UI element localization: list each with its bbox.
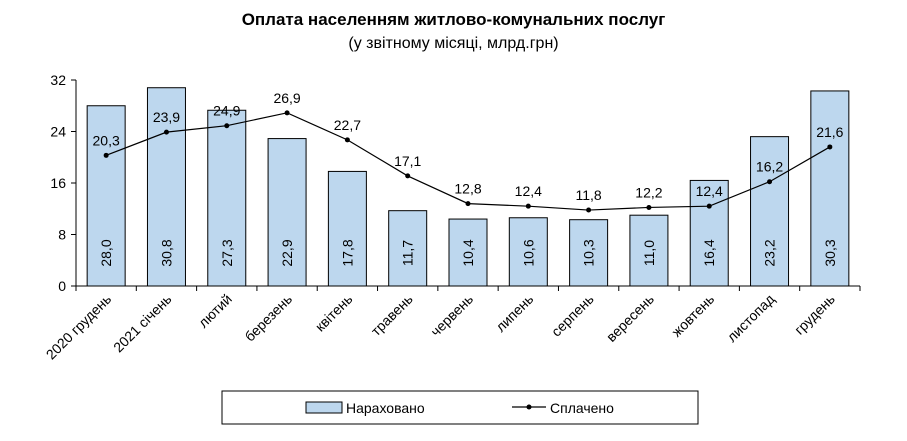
line-value-label: 12,2	[635, 184, 662, 200]
bar	[569, 219, 609, 287]
bar-value-label: 28,0	[98, 239, 114, 266]
line-point	[586, 207, 592, 213]
bar-value-label: 16,4	[701, 239, 717, 266]
y-tick-label: 24	[50, 124, 66, 140]
x-tick-label: грудень	[791, 291, 838, 338]
line-value-label: 22,7	[334, 117, 361, 133]
x-tick-label: 2021 січень	[110, 291, 175, 356]
legend-line-marker	[526, 404, 532, 410]
bar-value-label: 11,0	[641, 240, 657, 266]
line-value-label: 26,9	[273, 90, 300, 106]
line-value-label: 12,8	[454, 181, 481, 197]
bar-value-label: 30,8	[158, 239, 174, 266]
line-value-label: 12,4	[515, 183, 542, 199]
bar	[689, 179, 729, 287]
y-tick-label: 32	[50, 72, 66, 88]
bar-value-label: 11,7	[400, 240, 416, 266]
x-tick-label: жовтень	[668, 291, 717, 340]
bar-value-label: 23,2	[762, 239, 778, 266]
line-point	[706, 203, 712, 209]
x-tick-label: травень	[368, 291, 416, 339]
bar-value-label: 10,4	[460, 239, 476, 266]
x-tick-label: лютий	[195, 291, 235, 331]
line-point	[827, 144, 833, 150]
x-tick-label: 2020 грудень	[43, 291, 115, 363]
x-tick-label: червень	[427, 291, 476, 340]
line-point	[465, 201, 471, 207]
bar-value-label: 27,3	[219, 239, 235, 266]
bar	[508, 217, 548, 287]
line-point	[646, 204, 652, 210]
bar	[146, 87, 186, 287]
bar-value-label: 22,9	[279, 239, 295, 266]
bar	[448, 218, 488, 287]
x-tick-label: березень	[241, 291, 295, 345]
legend-line-label: Сплачено	[550, 400, 614, 416]
line-value-label: 17,1	[394, 153, 421, 169]
bar	[388, 210, 428, 287]
chart-subtitle: (у звітному місяці, млрд.грн)	[348, 35, 559, 52]
x-tick-label: серпень	[548, 291, 597, 340]
bar	[750, 136, 790, 287]
y-tick-label: 16	[50, 175, 66, 191]
line-value-label: 21,6	[816, 124, 843, 140]
line-value-label: 16,2	[756, 159, 783, 175]
bar	[207, 109, 247, 287]
y-tick-label: 8	[58, 227, 66, 243]
line-point	[344, 137, 350, 143]
x-tick-label: липень	[492, 291, 536, 335]
line-value-label: 20,3	[93, 132, 120, 148]
line-value-label: 11,8	[576, 187, 602, 203]
line-point	[525, 203, 531, 209]
x-tick-label: квітень	[312, 291, 356, 335]
bar	[86, 105, 126, 287]
line-value-label: 23,9	[153, 109, 180, 125]
line-point	[767, 179, 773, 185]
y-tick-label: 0	[58, 278, 66, 294]
legend-box	[221, 390, 699, 425]
line-point	[405, 173, 411, 179]
line-point	[224, 123, 230, 129]
x-tick-label: вересень	[603, 291, 657, 345]
x-tick-label: листопад	[724, 291, 778, 345]
bar	[327, 170, 367, 287]
chart-title: Оплата населенням житлово-комунальних по…	[241, 10, 666, 29]
line-point	[284, 110, 290, 116]
legend-bar-swatch	[305, 401, 343, 414]
bar-value-label: 30,3	[822, 239, 838, 266]
bar	[810, 90, 850, 287]
line-point	[103, 152, 109, 158]
bar-value-label: 10,6	[520, 239, 536, 266]
line-value-label: 24,9	[213, 103, 240, 119]
bar	[629, 214, 669, 287]
line-value-label: 12,4	[696, 183, 723, 199]
bar-value-label: 17,8	[339, 239, 355, 266]
bar-value-label: 10,3	[581, 239, 597, 266]
bar	[267, 138, 307, 287]
line-point	[163, 129, 169, 135]
legend-bar-label: Нараховано	[346, 400, 425, 416]
